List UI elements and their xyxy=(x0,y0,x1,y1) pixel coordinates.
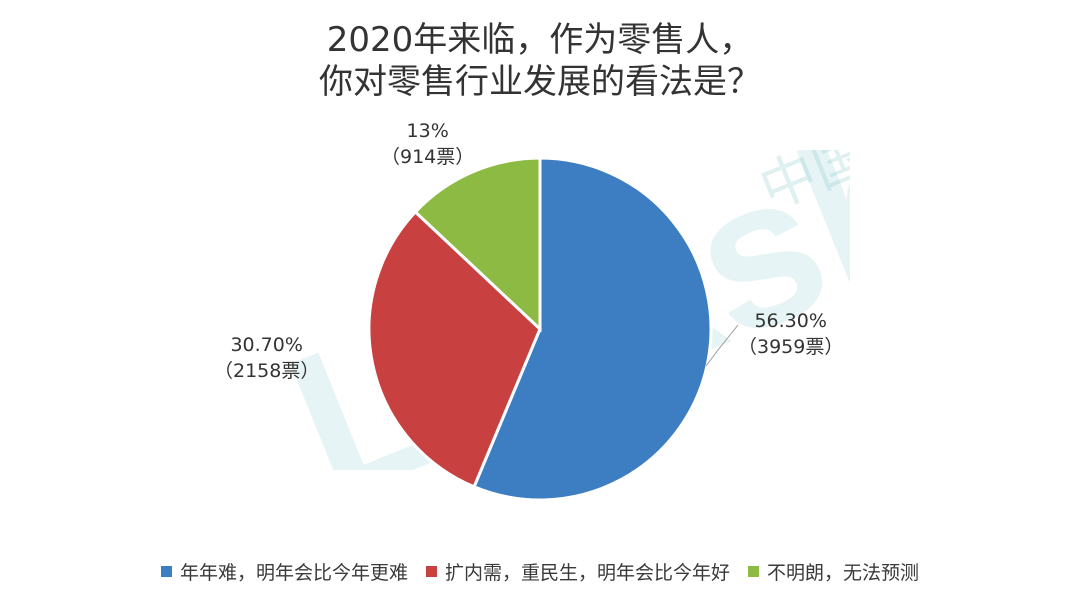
pie-slice-1 xyxy=(472,156,713,502)
legend-swatch-3 xyxy=(748,566,759,577)
slice-1-percent: 56.30% xyxy=(754,310,827,332)
chart-title-line-2: 你对零售行业发展的看法是？ xyxy=(319,62,761,102)
data-label-slice-3: 13% （914票） xyxy=(381,118,474,170)
slice-2-percent: 30.70% xyxy=(230,334,303,356)
legend-label-2: 扩内需，重民生，明年会比今年好 xyxy=(444,562,730,584)
data-label-slice-1: 56.30% （3959票） xyxy=(738,308,843,360)
legend-label-1: 年年难，明年会比今年更难 xyxy=(179,562,408,584)
slice-3-votes: （914票） xyxy=(381,146,475,168)
slice-3-percent: 13% xyxy=(406,120,449,142)
pie-slice-2 xyxy=(367,209,542,489)
legend-item-2: 扩内需，重民生，明年会比今年好 xyxy=(425,558,730,585)
leader-line-slice-1 xyxy=(705,324,739,367)
slice-1-votes: （3959票） xyxy=(738,336,844,358)
chart-title-line-1: 2020年来临，作为零售人， xyxy=(326,20,754,60)
legend-label-3: 不明朗，无法预测 xyxy=(767,562,920,584)
legend-item-1: 年年难，明年会比今年更难 xyxy=(160,558,408,585)
legend-item-3: 不明朗，无法预测 xyxy=(748,558,919,585)
legend-swatch-2 xyxy=(425,566,437,577)
pie-slice-3 xyxy=(413,156,542,333)
data-label-slice-2: 30.70% （2158票） xyxy=(214,332,319,384)
slice-2-votes: （2158票） xyxy=(214,360,320,382)
legend-swatch-1 xyxy=(160,566,172,577)
chart-legend: 年年难，明年会比今年更难 扩内需，重民生，明年会比今年好 不明朗，无法预测 xyxy=(0,558,1080,585)
